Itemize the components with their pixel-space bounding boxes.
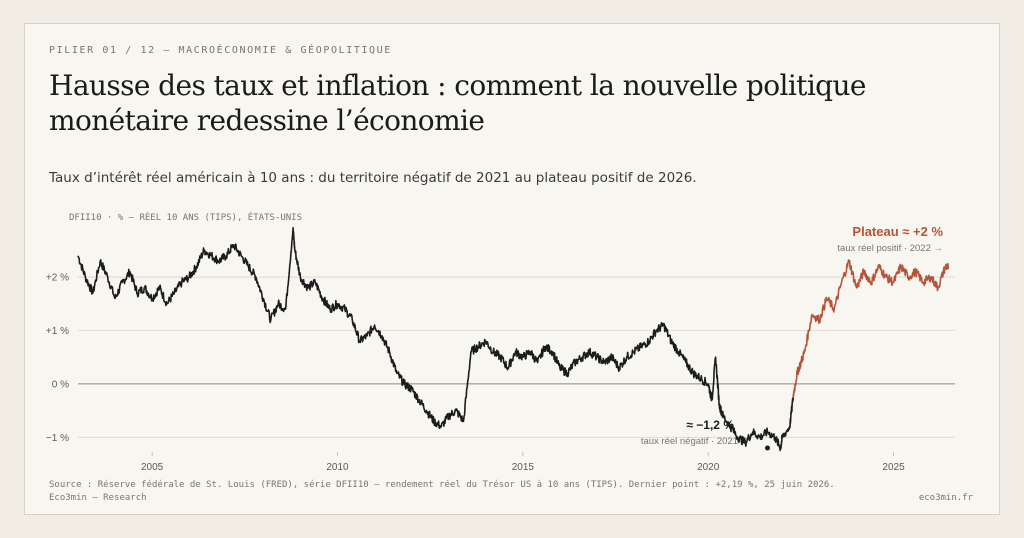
y-tick-label: 0 % bbox=[52, 379, 69, 390]
plateau-annotation-sub: taux réel positif · 2022 → bbox=[837, 243, 943, 254]
series-line-positive-plateau bbox=[792, 259, 950, 398]
plateau-annotation: Plateau ≈ +2 % bbox=[852, 224, 943, 239]
x-tick-label: 2010 bbox=[326, 462, 349, 473]
brand-link[interactable]: eco3min.fr bbox=[918, 493, 973, 503]
series-label: DFII10 · % — RÉEL 10 ANS (TIPS), ÉTATS-U… bbox=[69, 211, 302, 223]
y-tick-label: +1 % bbox=[46, 326, 69, 337]
x-tick-label: 2005 bbox=[141, 462, 164, 473]
x-axis-ticks: 2005 2010 2015 2020 2025 bbox=[141, 452, 905, 473]
pillar-kicker: PILIER 01 / 12 — MACROÉCONOMIE & GÉOPOLI… bbox=[49, 45, 392, 56]
source-text: Source : Réserve fédérale de St. Louis (… bbox=[49, 480, 835, 490]
series-line-negative-era bbox=[77, 227, 795, 452]
y-gridlines bbox=[78, 276, 955, 438]
real-rate-chart: DFII10 · % — RÉEL 10 ANS (TIPS), ÉTATS-U… bbox=[46, 211, 955, 473]
minimum-marker bbox=[765, 445, 771, 451]
y-tick-label: +2 % bbox=[46, 273, 69, 284]
article-card: PILIER 01 / 12 — MACROÉCONOMIE & GÉOPOLI… bbox=[24, 23, 1000, 515]
y-axis-ticks: +2 % +1 % 0 % −1 % bbox=[46, 273, 69, 444]
page-title: Hausse des taux et inflation : comment l… bbox=[49, 69, 867, 137]
y-tick-label: −1 % bbox=[46, 433, 69, 444]
source-note: Source : Réserve fédérale de St. Louis (… bbox=[49, 479, 835, 505]
min-annotation-sub: taux réel négatif · 2021 bbox=[641, 436, 738, 447]
x-tick-label: 2015 bbox=[512, 462, 535, 473]
x-tick-label: 2025 bbox=[882, 462, 905, 473]
page-subtitle: Taux d’intérêt réel américain à 10 ans :… bbox=[49, 170, 697, 186]
min-annotation: ≈ −1,2 % bbox=[686, 418, 734, 432]
x-tick-label: 2020 bbox=[697, 462, 720, 473]
organization-label: Eco3min — Research bbox=[49, 493, 147, 503]
